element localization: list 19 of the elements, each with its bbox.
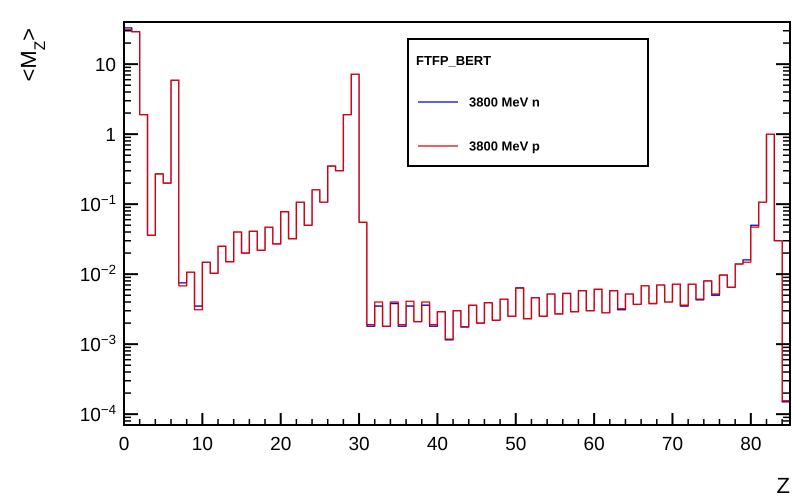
x-tick-label: 0 (118, 434, 130, 455)
y-tick-label: 10 (94, 54, 116, 76)
x-axis-title: Z (776, 473, 790, 498)
y-tick-label: 10$^{−2}$ (80, 261, 116, 286)
x-tick-label: 10 (192, 434, 213, 455)
x-tick-label: 70 (662, 434, 684, 455)
y-tick-label: 10$^{−3}$ (80, 331, 116, 356)
legend-label: 3800 MeV n (469, 94, 540, 110)
x-tick-label: 50 (505, 434, 526, 455)
x-tick-label: 20 (270, 434, 292, 455)
y-tick-label: 10$^{−4}$ (80, 401, 116, 426)
y-tick-label: 1 (105, 124, 116, 146)
x-tick-label: 30 (348, 434, 370, 455)
x-tick-label: 60 (584, 434, 605, 455)
x-tick-label: 80 (740, 434, 762, 455)
y-tick-label: 10$^{−1}$ (80, 191, 116, 216)
legend-label: 3800 MeV p (469, 138, 540, 154)
legend-title: FTFP_BERT (416, 53, 492, 68)
x-tick-label: 40 (426, 434, 448, 455)
